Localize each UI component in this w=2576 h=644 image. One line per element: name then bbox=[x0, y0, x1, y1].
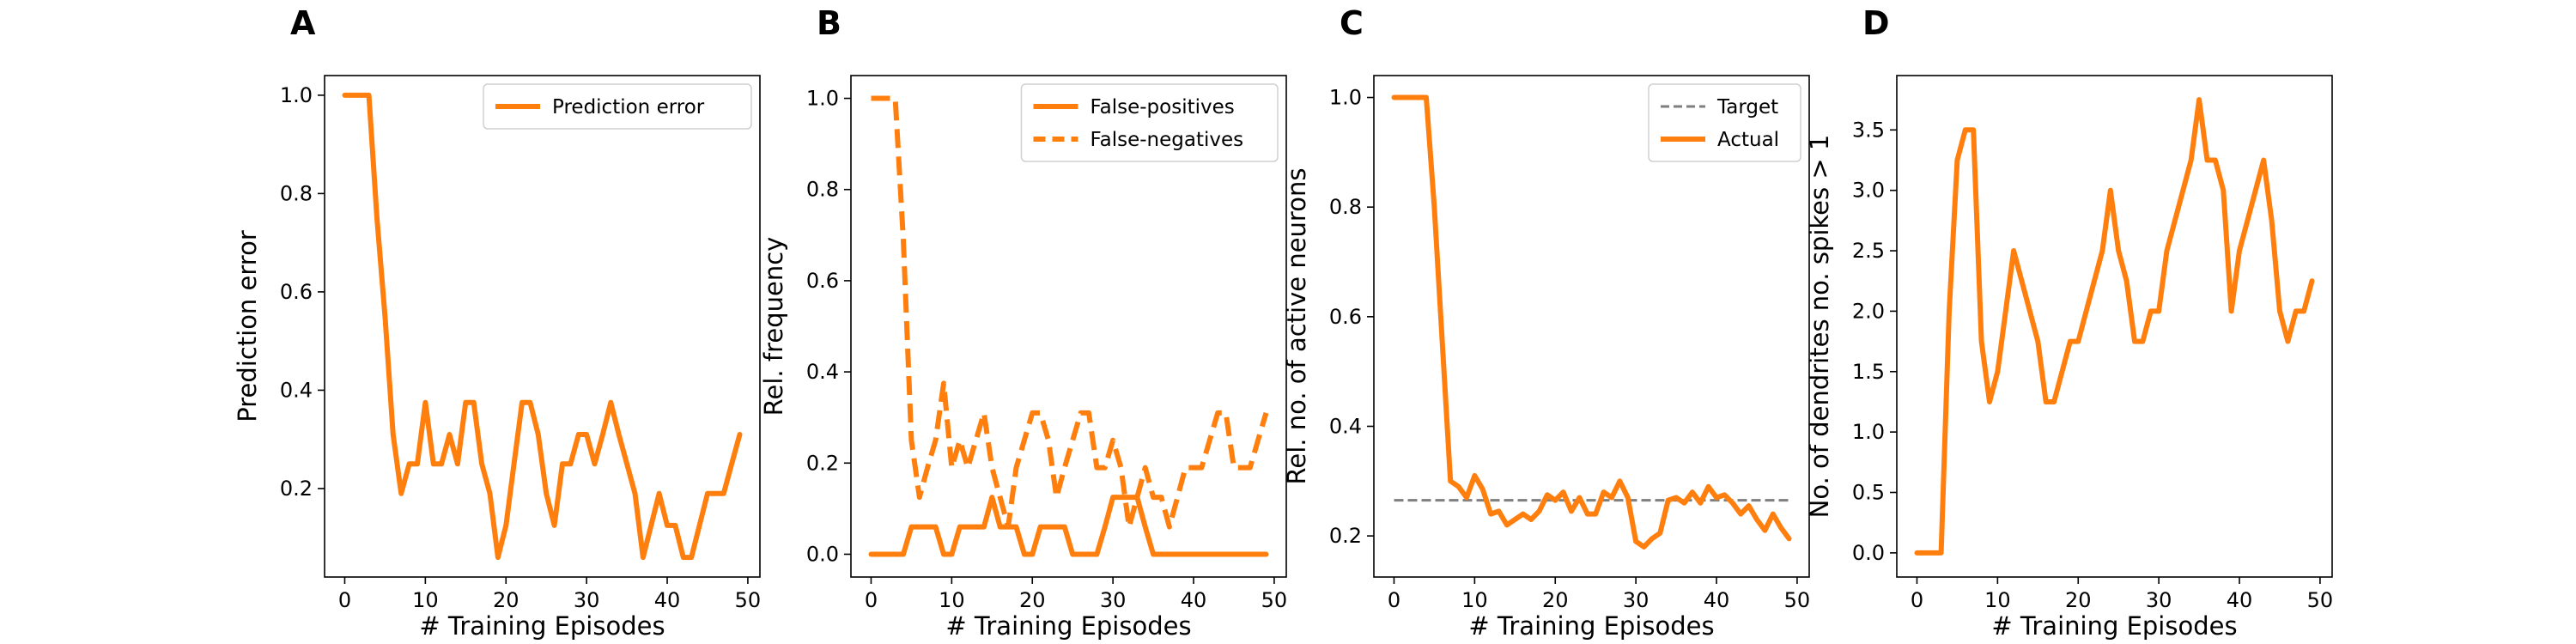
x-tick-label: 10 bbox=[412, 588, 439, 612]
x-axis-label: # Training Episodes bbox=[1468, 611, 1714, 641]
y-axis-label: Prediction error bbox=[233, 230, 262, 422]
panel-a: A 0 10 20 30 40 50 0.2 0.4 0.6 0.8 1.0 # Training Ep… bbox=[233, 4, 761, 641]
x-tick-label: 40 bbox=[1704, 588, 1730, 612]
legend: False-positives False-negatives bbox=[1020, 83, 1279, 162]
legend-label: Prediction error bbox=[552, 96, 705, 118]
y-tick-label: 1.5 bbox=[1852, 360, 1885, 384]
panel-letter: C bbox=[1340, 4, 1364, 42]
x-tick-label: 20 bbox=[2065, 588, 2092, 612]
y-tick-label: 0.2 bbox=[806, 451, 839, 475]
legend: Target Actual bbox=[1648, 83, 1801, 162]
legend-label: Actual bbox=[1717, 129, 1779, 151]
y-tick-label: 0.6 bbox=[806, 269, 839, 293]
y-tick-label: 1.0 bbox=[280, 83, 313, 107]
series-line-false-negatives bbox=[871, 95, 1269, 530]
legend-label: Target bbox=[1716, 96, 1778, 118]
x-tick-label: 50 bbox=[735, 588, 762, 612]
y-tick-label: 0.6 bbox=[280, 280, 313, 304]
y-tick-label: 0.8 bbox=[1329, 195, 1362, 219]
series-line-actual bbox=[1391, 94, 1792, 550]
y-tick-label: 0.4 bbox=[1329, 414, 1362, 438]
legend-box bbox=[1020, 83, 1279, 162]
y-axis-label: Rel. frequency bbox=[759, 237, 788, 416]
panel-c: C 0 10 20 30 40 50 0.2 0.4 0.6 0.8 1.0 # Training Ep… bbox=[1282, 4, 1810, 641]
y-axis-label: No. of dendrites no. spikes > 1 bbox=[1805, 135, 1834, 519]
legend-label: False-negatives bbox=[1091, 129, 1244, 151]
y-tick-label: 0.4 bbox=[806, 360, 839, 384]
y-axis-label: Rel. no. of active neurons bbox=[1282, 168, 1311, 485]
x-tick-label: 0 bbox=[1911, 588, 1923, 612]
y-tick-label: 0.0 bbox=[806, 542, 839, 566]
x-tick-label: 30 bbox=[574, 588, 600, 612]
y-tick-label: 1.0 bbox=[1329, 86, 1362, 110]
y-tick-label: 2.0 bbox=[1852, 299, 1885, 323]
legend-box bbox=[1648, 83, 1801, 162]
x-tick-label: 10 bbox=[1461, 588, 1488, 612]
x-tick-label: 20 bbox=[1542, 588, 1569, 612]
y-tick-label: 1.0 bbox=[806, 87, 839, 111]
series-line-prediction-error bbox=[342, 92, 743, 561]
panel-d: D 0 10 20 30 40 50 0.0 0.5 1.0 1.5 2.0 2.5 3.0 3.5 # Tr… bbox=[1805, 4, 2333, 641]
axes-frame bbox=[324, 75, 761, 578]
y-tick-label: 0.2 bbox=[1329, 524, 1362, 548]
x-axis-label: # Training Episodes bbox=[1991, 611, 2237, 641]
x-tick-label: 0 bbox=[865, 588, 878, 612]
x-tick-label: 40 bbox=[654, 588, 681, 612]
x-tick-label: 30 bbox=[2146, 588, 2172, 612]
x-tick-label: 40 bbox=[2227, 588, 2253, 612]
panel-letter: D bbox=[1862, 4, 1890, 42]
y-tick-label: 0.5 bbox=[1852, 480, 1885, 504]
legend-label: False-positives bbox=[1091, 96, 1235, 118]
x-tick-label: 10 bbox=[939, 588, 965, 612]
legend-box bbox=[483, 83, 752, 130]
axes-frame bbox=[1896, 75, 2333, 578]
legend: Prediction error bbox=[483, 83, 752, 130]
series-line-false-positives bbox=[868, 495, 1269, 557]
series-line-values bbox=[1914, 97, 2315, 556]
x-tick-label: 30 bbox=[1623, 588, 1649, 612]
x-tick-label: 50 bbox=[2307, 588, 2334, 612]
y-tick-label: 0.8 bbox=[280, 181, 313, 205]
axes-frame bbox=[850, 75, 1287, 578]
y-tick-label: 3.5 bbox=[1852, 118, 1885, 142]
y-tick-label: 0.4 bbox=[280, 378, 313, 402]
x-axis-label: # Training Episodes bbox=[945, 611, 1191, 641]
axes-frame bbox=[1373, 75, 1810, 578]
x-tick-label: 0 bbox=[338, 588, 351, 612]
y-tick-label: 3.0 bbox=[1852, 179, 1885, 203]
y-tick-label: 0.0 bbox=[1852, 541, 1885, 565]
panel-letter: B bbox=[817, 4, 841, 42]
y-tick-label: 0.2 bbox=[280, 477, 313, 501]
x-tick-label: 50 bbox=[1261, 588, 1288, 612]
x-tick-label: 10 bbox=[1984, 588, 2011, 612]
y-tick-label: 2.5 bbox=[1852, 239, 1885, 263]
panel-b: B 0 10 20 30 40 50 0.0 0.2 0.4 0.6 0.8 1.0 # Training… bbox=[759, 4, 1287, 641]
x-tick-label: 20 bbox=[1019, 588, 1046, 612]
x-tick-label: 20 bbox=[493, 588, 519, 612]
x-tick-label: 40 bbox=[1181, 588, 1207, 612]
panel-letter: A bbox=[290, 4, 316, 42]
x-tick-label: 0 bbox=[1388, 588, 1400, 612]
y-tick-label: 0.6 bbox=[1329, 305, 1362, 329]
x-tick-label: 50 bbox=[1784, 588, 1811, 612]
y-tick-label: 1.0 bbox=[1852, 420, 1885, 444]
x-axis-label: # Training Episodes bbox=[419, 611, 665, 641]
x-tick-label: 30 bbox=[1100, 588, 1127, 612]
y-tick-label: 0.8 bbox=[806, 178, 839, 202]
